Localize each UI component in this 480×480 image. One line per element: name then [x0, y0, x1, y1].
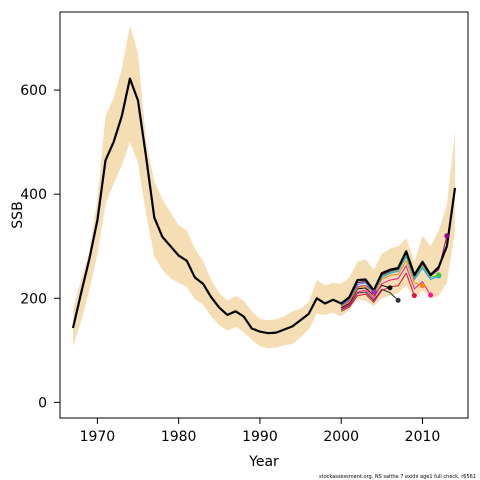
retro-endpoint-9	[444, 233, 450, 239]
retro-endpoint-6	[419, 283, 425, 289]
plot-frame	[59, 11, 469, 419]
confidence-band	[73, 25, 455, 349]
y-axis-title: SSB	[10, 201, 26, 228]
retro-endpoints	[371, 233, 450, 303]
retro-endpoint-1	[395, 297, 401, 303]
retro-line-2	[340, 284, 391, 309]
y-tick-label-400: 400	[20, 187, 47, 203]
retro-line-7	[340, 255, 439, 307]
retro-line-5	[340, 264, 432, 310]
x-tick-label-2000: 2000	[323, 429, 359, 445]
main-ssb-polyline	[71, 77, 457, 335]
x-tick-label-1990: 1990	[242, 429, 278, 445]
retro-line-6	[340, 259, 423, 308]
retro-line-8	[348, 253, 439, 300]
retro-endpoint-3	[371, 289, 377, 295]
retro-endpoint-2	[387, 285, 393, 291]
footnote: stockassessment.org, NS saithe 7 exidx a…	[319, 474, 476, 480]
retro-endpoint-5	[428, 292, 434, 298]
retro-line-1	[340, 288, 399, 311]
x-tick-label-2010: 2010	[405, 429, 441, 445]
y-tick-label-0: 0	[38, 395, 47, 411]
confidence-band-area	[73, 25, 455, 349]
retro-line-3	[340, 284, 375, 307]
main-ssb-line	[71, 77, 457, 335]
x-axis-title: Year	[248, 454, 279, 470]
retro-endpoint-8	[436, 272, 442, 278]
retrospective-lines	[340, 235, 448, 312]
x-tick-label-1980: 1980	[161, 429, 197, 445]
y-tick-label-200: 200	[20, 291, 47, 307]
y-axis: 0 200 400 600	[20, 83, 60, 411]
x-axis: 1970 1980 1990 2000 2010	[80, 418, 441, 445]
y-tick-label-600: 600	[20, 83, 47, 99]
x-tick-label-1970: 1970	[80, 429, 116, 445]
retro-endpoint-4	[411, 293, 417, 299]
retro-line-4	[340, 272, 415, 312]
